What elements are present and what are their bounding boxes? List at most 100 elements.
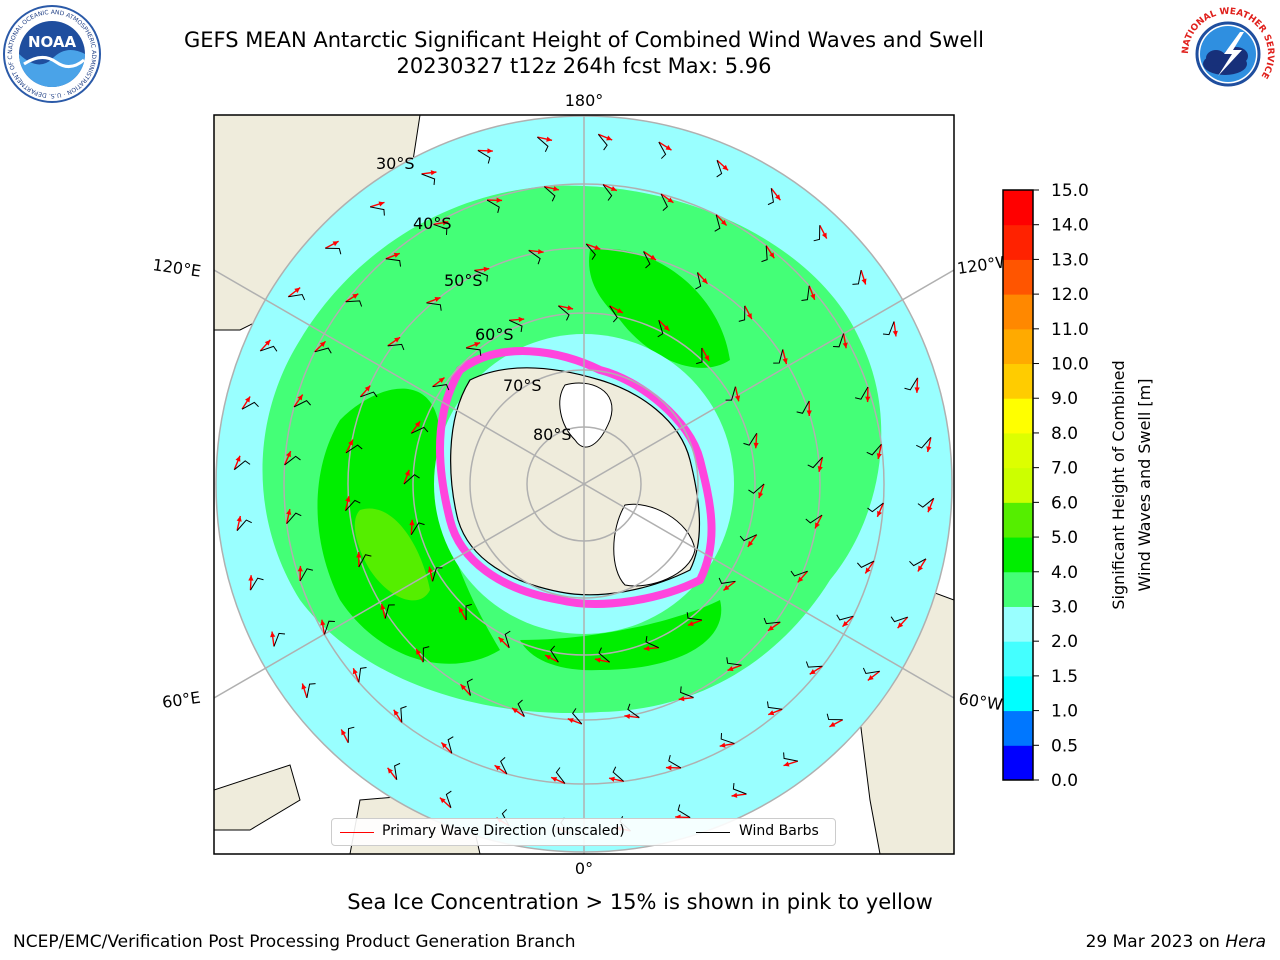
wind-barb — [233, 460, 251, 471]
wind-barb — [738, 305, 746, 322]
wave-arrow-head — [806, 410, 812, 416]
credit-machine: Hera — [1225, 932, 1266, 952]
wave-arrow-head — [665, 145, 672, 151]
wave-arrow-head — [439, 797, 446, 804]
wave-arrow-head — [320, 619, 326, 626]
colorbar-tick-label: 1.0 — [1051, 702, 1078, 722]
wind-barb — [550, 645, 559, 663]
wind-barb — [862, 667, 880, 674]
wind-barb — [602, 184, 613, 201]
wave-arrow-head — [606, 135, 613, 141]
legend-wind-label: Wind Barbs — [739, 823, 819, 839]
wind-barb — [805, 514, 823, 524]
wind-barb — [486, 199, 500, 213]
wind-barb — [612, 766, 625, 782]
wind-barb — [783, 752, 798, 762]
wave-arrow-head — [430, 170, 437, 176]
wave-arrow-head — [416, 648, 422, 655]
wave-arrow-head — [609, 776, 615, 782]
colorbar-tick-label: 9.0 — [1051, 389, 1078, 409]
wave-arrow-head — [809, 669, 816, 675]
wind-barb — [609, 305, 618, 323]
wind-barb — [500, 756, 508, 775]
wave-arrow-head — [758, 492, 764, 499]
wave-arrow-head — [352, 668, 358, 675]
wave-arrow-head — [441, 742, 448, 749]
wave-arrow-head — [319, 341, 326, 348]
lat-label-50s: 50°S — [444, 271, 483, 290]
wind-barb — [598, 647, 610, 663]
wind-barb — [528, 250, 541, 265]
wind-barb — [543, 186, 556, 202]
colorbar-band — [1003, 363, 1033, 399]
wind-barb — [801, 285, 810, 302]
wind-barb — [250, 577, 264, 591]
wave-arrow-head — [768, 710, 775, 716]
wind-barb — [725, 386, 736, 401]
colorbar-label-line1: Significant Height of Combined — [1109, 360, 1128, 609]
wave-arrow-head — [460, 684, 467, 691]
lat-label-60s: 60°S — [475, 325, 514, 344]
wind-barb — [732, 782, 747, 795]
wave-arrow-head — [810, 293, 816, 300]
wind-barb — [790, 570, 808, 577]
wind-barb — [284, 455, 301, 466]
wind-barb — [718, 577, 736, 584]
wave-arrow-head — [301, 683, 307, 690]
wind-barb — [345, 444, 363, 454]
wind-barb — [668, 755, 682, 769]
wind-barb — [658, 141, 667, 159]
wind-barb — [286, 512, 302, 525]
colorbar-tick-label: 3.0 — [1051, 597, 1078, 617]
wind-barb — [917, 497, 935, 508]
wave-arrow-head — [865, 567, 871, 574]
wind-barb — [509, 319, 523, 333]
wind-barb — [370, 206, 385, 216]
wave-arrow-head — [667, 197, 674, 203]
wind-barb — [866, 443, 882, 456]
wind-barb — [807, 456, 823, 469]
nws-logo: NATIONAL WEATHER SERVICE — [1181, 7, 1275, 101]
wave-arrow-head — [498, 637, 505, 643]
wind-barb — [306, 683, 316, 698]
ross-ice-shelf — [559, 382, 613, 448]
wave-arrow-head — [345, 496, 351, 503]
wind-barb — [421, 173, 436, 186]
wind-barb — [695, 272, 702, 290]
lon-label-180: 180° — [565, 91, 604, 110]
credit-organization: NCEP/EMC/Verification Post Processing Pr… — [13, 932, 576, 952]
wind-barb — [466, 678, 473, 696]
wind-barb — [465, 603, 472, 621]
lat-label-40s: 40°S — [413, 214, 452, 233]
wave-arrow-head — [610, 186, 617, 191]
wind-barb — [657, 320, 664, 338]
wind-barb — [504, 630, 511, 648]
wind-barb — [714, 214, 721, 232]
wind-barb — [826, 713, 843, 721]
colorbar-band — [1003, 571, 1033, 607]
wind-barb — [645, 635, 659, 649]
wave-arrow-head — [518, 316, 525, 323]
wind-barb — [572, 708, 583, 725]
colorbar-band — [1003, 398, 1033, 434]
wave-arrow-head — [892, 330, 898, 337]
sea-ice-note: Sea Ice Concentration > 15% is shown in … — [347, 890, 933, 914]
wind-barb — [517, 699, 525, 717]
wind-barb — [403, 474, 420, 485]
wave-arrow-head — [861, 278, 867, 285]
wind-barb — [422, 646, 430, 663]
wind-barb — [660, 193, 668, 212]
wave-arrow-head — [914, 387, 920, 393]
wave-arrow-head — [387, 767, 393, 774]
wind-barb — [325, 247, 342, 255]
wave-arrow-head — [927, 506, 933, 513]
wave-arrow-head — [496, 197, 503, 203]
wave-arrow-head — [442, 220, 449, 226]
wave-arrow-head — [842, 620, 849, 627]
colorbar-tick-label: 14.0 — [1051, 216, 1089, 236]
wave-arrow-head — [775, 194, 781, 201]
wave-arrow-head — [270, 631, 276, 638]
wind-barb — [445, 790, 452, 808]
map-frame — [213, 114, 955, 855]
